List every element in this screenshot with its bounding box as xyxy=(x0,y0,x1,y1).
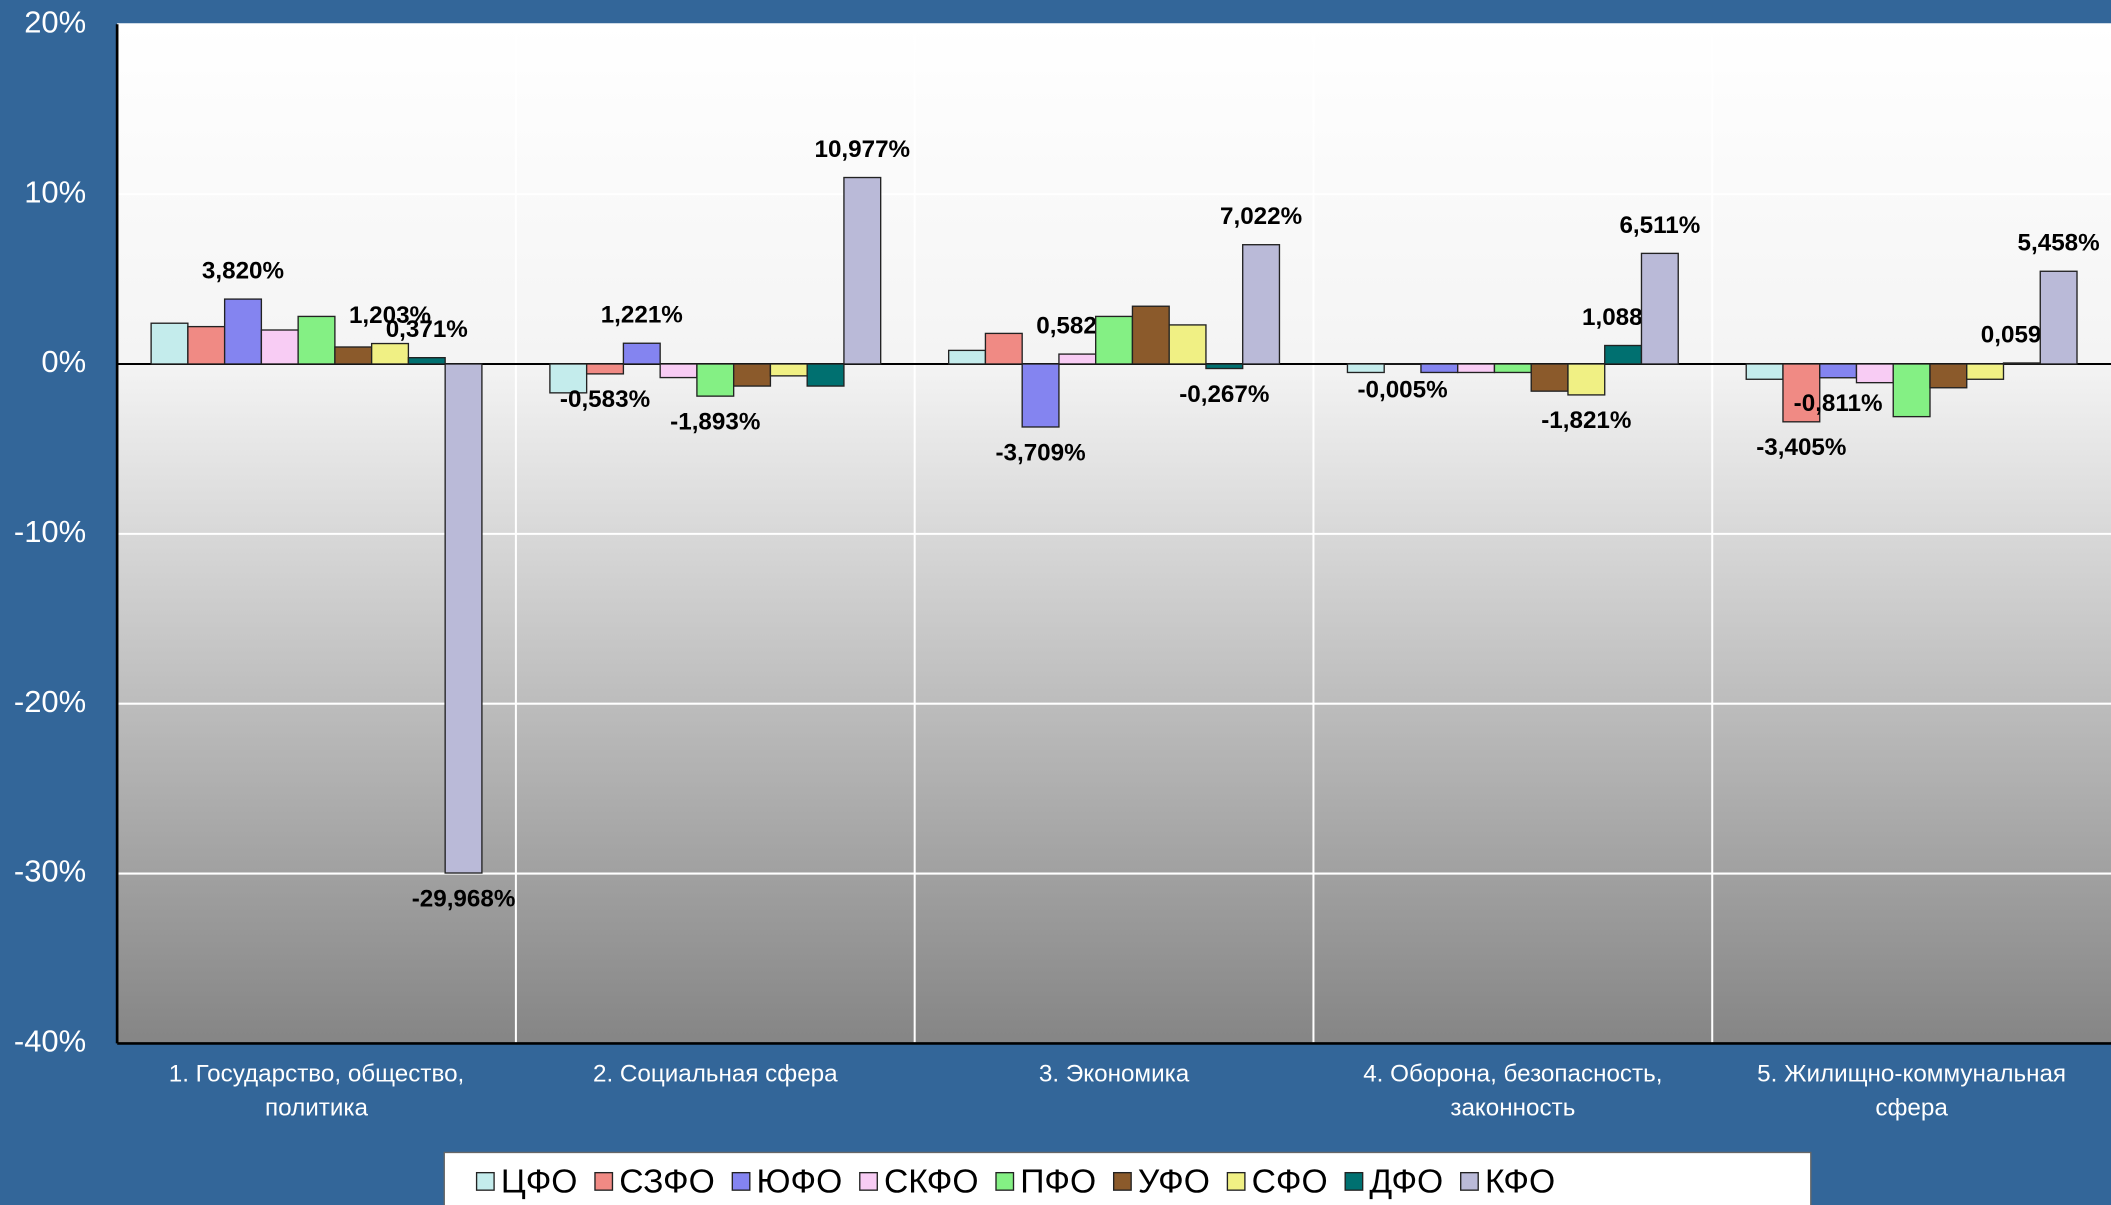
x-tick-label: 3. Экономика xyxy=(1039,1061,1190,1088)
legend-swatch xyxy=(731,1171,751,1191)
bar xyxy=(1346,363,1385,374)
legend-swatch xyxy=(475,1171,495,1191)
bar xyxy=(1745,363,1784,380)
legend-label: СКФО xyxy=(884,1163,978,1200)
bar xyxy=(1966,363,2005,380)
y-tick-label: 20% xyxy=(24,4,86,39)
bar xyxy=(1131,305,1170,365)
bar xyxy=(1095,315,1134,365)
bar xyxy=(260,329,299,365)
bar xyxy=(1530,363,1569,392)
bar xyxy=(732,363,772,387)
bar xyxy=(843,176,882,365)
data-label: -3,405% xyxy=(1756,434,1846,461)
bar xyxy=(696,363,735,397)
bar xyxy=(1242,244,1281,365)
y-tick-label: 10% xyxy=(24,174,86,209)
bar xyxy=(622,342,661,365)
bar xyxy=(297,315,336,365)
legend-swatch xyxy=(1112,1171,1132,1191)
data-label: -3,709% xyxy=(995,439,1085,466)
legend-label: СФО xyxy=(1252,1163,1328,1200)
legend-label: СЗФО xyxy=(619,1163,715,1200)
bar xyxy=(1493,363,1532,374)
bar xyxy=(947,349,987,365)
bar xyxy=(2002,362,2041,365)
y-tick-label: -10% xyxy=(14,514,86,549)
bar xyxy=(769,363,808,377)
legend-swatch xyxy=(594,1171,614,1191)
data-label: 10,977% xyxy=(814,136,910,163)
bar xyxy=(407,357,446,365)
data-label: -0,005% xyxy=(1357,376,1447,403)
bar xyxy=(806,363,845,387)
data-label: 7,022% xyxy=(1220,203,1302,230)
bar xyxy=(150,322,189,365)
bar xyxy=(984,332,1023,365)
data-label: 3,820% xyxy=(202,258,284,285)
data-label: 1,203% xyxy=(349,302,431,329)
bar xyxy=(1929,363,1968,389)
data-label: 0,371% xyxy=(386,316,468,343)
bar xyxy=(1021,363,1060,428)
data-label: -0,811% xyxy=(1794,390,1883,417)
y-tick-label: -40% xyxy=(14,1024,86,1059)
bar xyxy=(1058,353,1097,365)
bar xyxy=(549,363,588,394)
bar xyxy=(1420,363,1459,374)
bar xyxy=(659,363,698,379)
data-label: -0,583% xyxy=(560,386,650,413)
bar xyxy=(2039,270,2078,365)
data-label: -1,821% xyxy=(1541,407,1631,434)
legend-swatch xyxy=(1226,1171,1246,1191)
x-tick-label: 4. Оборона, безопасность, законность xyxy=(1363,1061,1662,1122)
legend-label: КФО xyxy=(1485,1163,1555,1200)
data-label: -0,267% xyxy=(1179,381,1269,408)
data-label: -1,893% xyxy=(670,408,760,435)
y-tick-label: 0% xyxy=(41,344,86,379)
bar xyxy=(1168,324,1207,365)
bar xyxy=(1640,252,1679,365)
bar xyxy=(1604,344,1643,365)
legend-label: ПФО xyxy=(1020,1163,1096,1200)
y-tick-label: -20% xyxy=(14,684,86,719)
legend-swatch xyxy=(995,1171,1015,1191)
bar xyxy=(1855,363,1894,384)
legend-swatch xyxy=(1344,1171,1364,1191)
data-label: 6,511% xyxy=(1619,212,1700,239)
data-label: 1,221% xyxy=(601,302,683,329)
legend-label: УФО xyxy=(1138,1163,1210,1200)
x-tick-label: 2. Социальная сфера xyxy=(593,1061,838,1088)
x-tick-label: 1. Государство, общество, политика xyxy=(169,1061,465,1122)
bar xyxy=(444,363,483,874)
bar xyxy=(585,363,625,375)
legend-label: ЦФО xyxy=(501,1163,578,1200)
legend-label: ЮФО xyxy=(757,1163,843,1200)
bar xyxy=(370,342,410,365)
bar xyxy=(1782,363,1821,423)
bar xyxy=(1819,363,1858,379)
bar xyxy=(1892,363,1931,418)
legend-swatch xyxy=(1460,1171,1479,1191)
data-label: -29,968% xyxy=(412,885,516,912)
bar xyxy=(1457,363,1496,374)
bar xyxy=(187,325,226,365)
bar xyxy=(1567,363,1606,396)
bar xyxy=(334,346,373,365)
y-tick-label: -30% xyxy=(14,854,86,889)
bar xyxy=(1205,363,1244,370)
legend-swatch xyxy=(859,1171,878,1191)
x-tick-label: 5. Жилищно-коммунальная сфера xyxy=(1757,1061,2066,1122)
bar xyxy=(223,298,263,365)
legend-label: ДФО xyxy=(1369,1163,1443,1200)
data-label: 5,458% xyxy=(2018,230,2100,257)
